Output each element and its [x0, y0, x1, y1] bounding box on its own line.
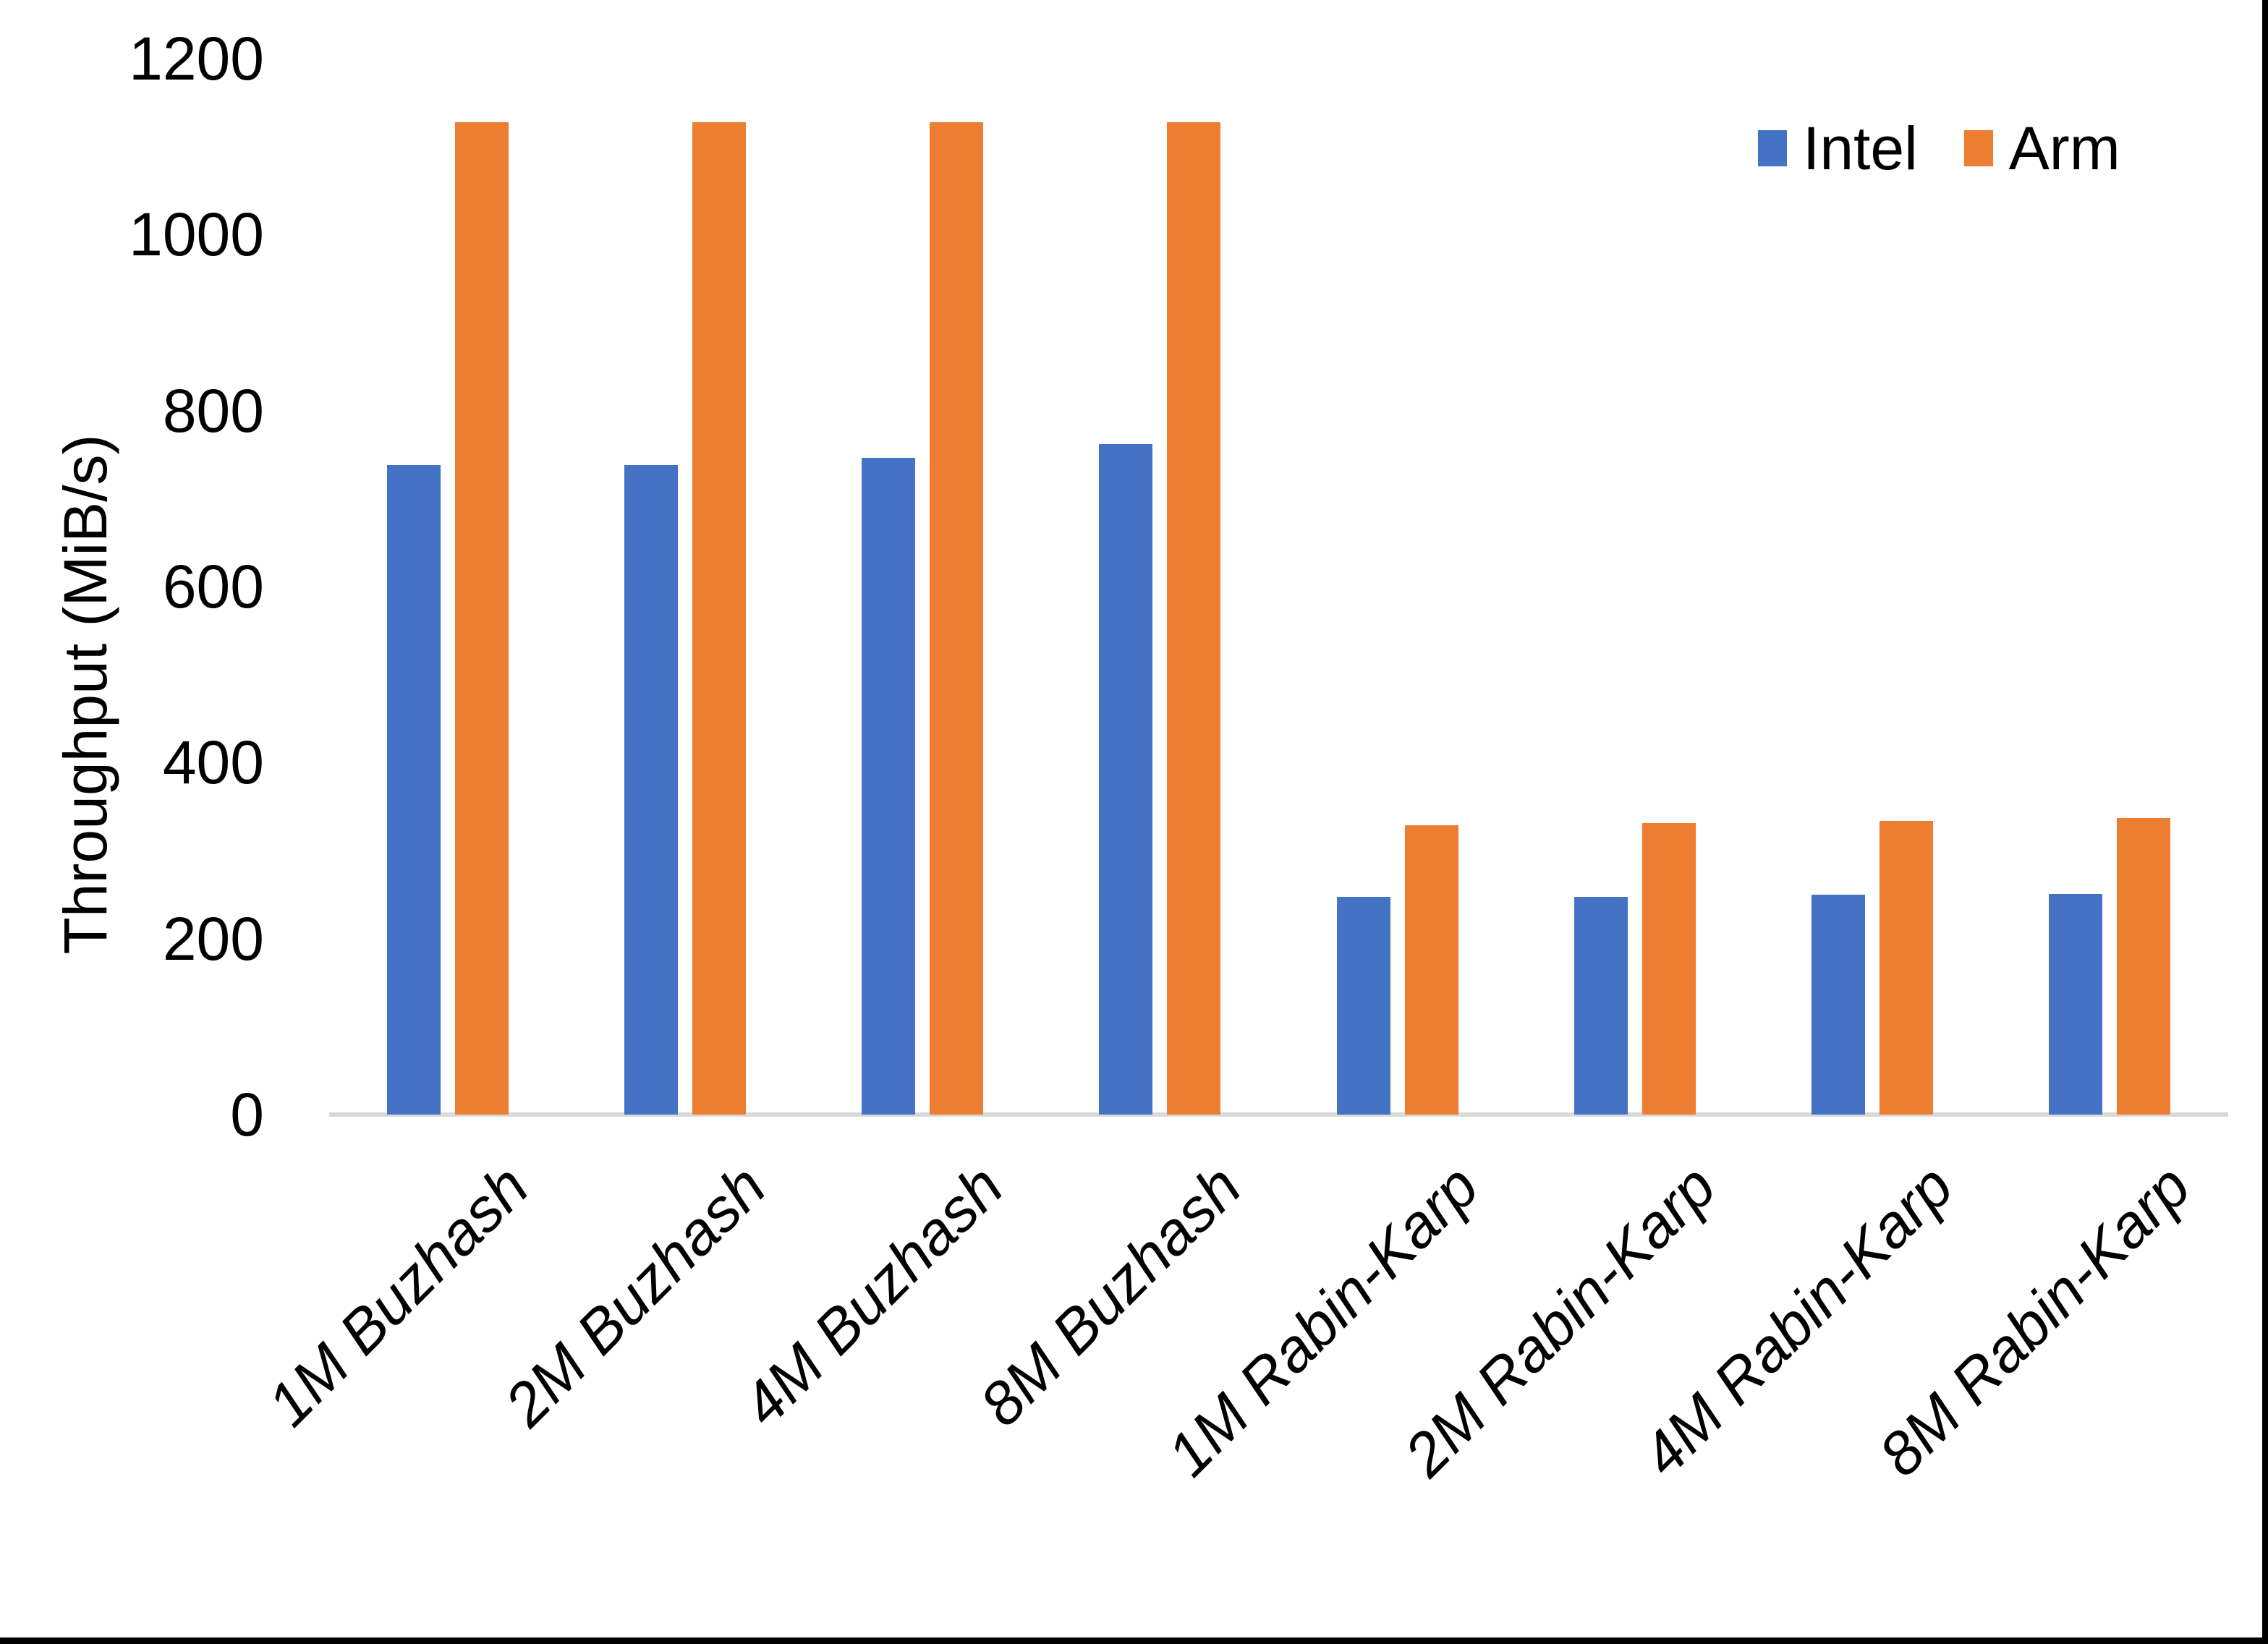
- legend-label-intel: Intel: [1803, 114, 1918, 182]
- y-tick-label-800: 800: [162, 376, 264, 445]
- screen-edge-bottom: [0, 1637, 2268, 1644]
- bar-intel-2: [624, 465, 679, 1115]
- bar-arm-2: [692, 122, 747, 1115]
- bar-intel-4: [1099, 443, 1153, 1115]
- bar-arm-3: [930, 122, 984, 1115]
- bar-intel-8: [2048, 893, 2102, 1115]
- legend: Intel Arm: [1758, 110, 2120, 187]
- y-tick-label-400: 400: [162, 728, 264, 797]
- bar-arm-4: [1167, 122, 1221, 1115]
- legend-item-intel: Intel: [1758, 114, 1918, 183]
- y-tick-label-0: 0: [230, 1081, 264, 1149]
- bar-arm-7: [1879, 820, 1933, 1115]
- x-axis-line: [329, 1112, 2228, 1117]
- legend-item-arm: Arm: [1963, 114, 2120, 183]
- bar-arm-6: [1641, 823, 1696, 1115]
- bar-arm-5: [1404, 825, 1458, 1115]
- y-tick-label-1200: 1200: [129, 25, 264, 93]
- legend-swatch-arm: [1963, 130, 1993, 166]
- bar-intel-5: [1336, 897, 1390, 1115]
- y-tick-label-600: 600: [162, 553, 264, 621]
- legend-swatch-intel: [1758, 130, 1787, 166]
- bar-intel-6: [1573, 897, 1628, 1115]
- bar-intel-7: [1811, 894, 1865, 1115]
- bar-arm-8: [2116, 817, 2170, 1115]
- bar-intel-1: [387, 465, 441, 1115]
- y-tick-label-1000: 1000: [129, 200, 264, 269]
- bar-intel-3: [862, 458, 916, 1115]
- y-tick-label-200: 200: [162, 904, 264, 973]
- screen-edge-right: [2262, 0, 2268, 1644]
- plot-area: [329, 59, 2228, 1115]
- legend-label-arm: Arm: [2008, 114, 2120, 182]
- bar-arm-1: [455, 122, 509, 1115]
